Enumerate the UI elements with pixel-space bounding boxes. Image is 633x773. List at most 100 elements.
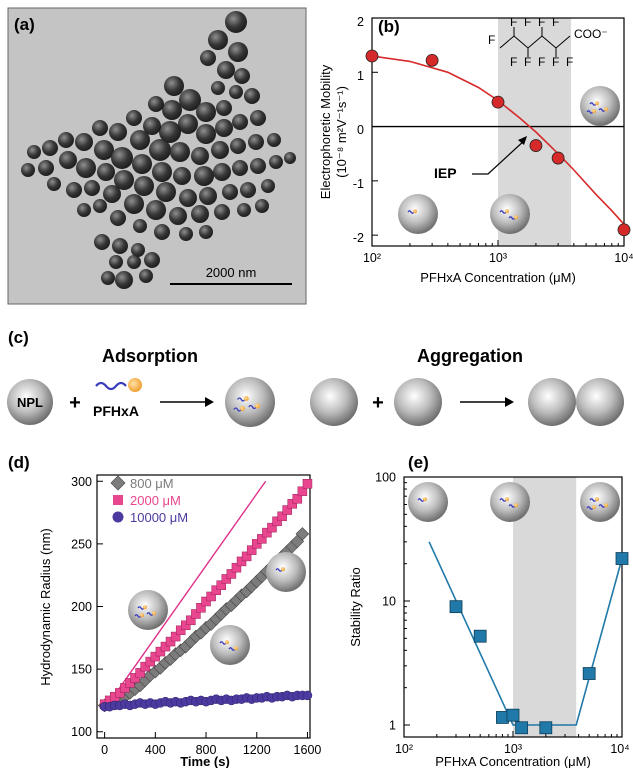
tem-particle — [213, 163, 231, 181]
tem-particle — [132, 154, 152, 174]
tem-particle — [230, 138, 246, 154]
sphere-icon-e-1 — [408, 482, 448, 522]
tem-particle — [114, 170, 134, 190]
tem-particle — [38, 160, 54, 176]
pfhxa-chain — [499, 210, 507, 214]
pfhxa-head — [505, 497, 509, 502]
aggregate-sphere-1 — [528, 378, 576, 426]
tem-particle — [217, 61, 235, 79]
panel-c: (c) Adsorption Aggregation NPL + PFHxA + — [7, 328, 624, 427]
points-e — [449, 552, 629, 735]
sphere-agg-1 — [310, 378, 358, 426]
pfhxa-head — [505, 209, 509, 214]
data-point-e — [582, 667, 596, 680]
pfhxa-chain — [134, 614, 142, 618]
tem-particle — [179, 189, 197, 207]
data-point-d-2000 — [140, 661, 150, 672]
data-point-d-2000 — [231, 562, 242, 573]
tick-d-y-3: 250 — [71, 537, 92, 551]
tem-particle — [191, 147, 209, 165]
arrowhead-1 — [205, 397, 214, 407]
pfhxa-head — [152, 611, 156, 616]
tick-d-x-0: 0 — [101, 743, 108, 757]
pfhxa-head-icon — [128, 378, 142, 392]
tem-particle — [93, 199, 107, 213]
panel-label-d: (d) — [8, 453, 30, 472]
data-point-d-2000 — [160, 641, 171, 652]
data-point-b — [365, 49, 379, 63]
data-point-d-2000 — [186, 615, 196, 626]
pfhxa-head — [281, 567, 285, 572]
tick-d-x-4: 1600 — [294, 743, 322, 757]
tem-particle — [228, 42, 248, 62]
sphere-icon-e-2 — [490, 482, 530, 522]
tem-particle — [178, 114, 198, 134]
data-point-d-2000 — [150, 651, 161, 662]
plus-2: + — [372, 392, 384, 414]
tem-particle — [144, 252, 160, 268]
legend-label-2000: 2000 μM — [130, 493, 181, 508]
x-axis-label-d: Time (s) — [180, 754, 230, 768]
points-d — [97, 479, 313, 713]
tick-d-x-1: 400 — [145, 743, 166, 757]
sphere-body — [210, 625, 250, 665]
data-point-e — [615, 552, 629, 565]
tem-particle — [170, 142, 190, 162]
pfhxa-head — [595, 497, 599, 502]
y-axis-label-d: Hydrodynamic Radius (nm) — [38, 528, 53, 686]
sphere-body — [408, 482, 448, 522]
fit-line-d — [104, 480, 267, 710]
tem-particle — [66, 182, 82, 198]
pfhxa-chain — [146, 612, 154, 616]
scale-bar-label: 2000 nm — [206, 265, 257, 280]
x-axis-label-e: PFHxA Concentration (μM) — [435, 754, 591, 768]
data-point-d-2000 — [292, 494, 303, 504]
tem-particle — [133, 219, 147, 233]
pfhxa-head — [255, 403, 260, 409]
iep-arrow — [472, 139, 526, 175]
tem-particle — [103, 185, 121, 203]
data-point-d-2000 — [181, 620, 191, 631]
tem-particle — [59, 151, 77, 169]
tem-particle — [164, 76, 184, 96]
data-point-d-2000 — [155, 646, 166, 657]
tick-e-y-2: 100 — [375, 471, 396, 485]
tem-particle — [154, 224, 170, 240]
tick-b-y-2: 0 — [357, 123, 364, 137]
tick-e-y-1: 10 — [382, 594, 396, 608]
legend-marker-800 — [110, 475, 126, 491]
pfhxa-head — [140, 613, 144, 618]
data-point-e — [539, 721, 553, 735]
pfhxa-chain — [236, 397, 246, 402]
sphere-icon-b-mid — [490, 194, 530, 234]
data-point-d-2000 — [165, 636, 176, 647]
data-point-d-2000 — [191, 609, 201, 619]
legend-marker-2000 — [113, 495, 123, 505]
sphere-body — [580, 86, 620, 126]
pfhxa-tail — [95, 381, 127, 391]
panel-label-b: (b) — [378, 17, 400, 36]
pfhxa-chain — [499, 498, 507, 502]
tem-particle — [232, 160, 248, 176]
data-point-b — [491, 95, 505, 109]
legend-label-800: 800 μM — [130, 476, 174, 491]
sphere-body — [490, 194, 530, 234]
sphere-icon-e-3 — [580, 482, 620, 522]
data-point-d-2000 — [216, 580, 226, 590]
pfhxa-head — [234, 646, 238, 651]
tem-particle — [261, 179, 275, 193]
data-point-b — [551, 151, 565, 165]
tem-particle — [152, 162, 172, 182]
tem-particle — [101, 271, 115, 285]
pfhxa-head — [514, 215, 518, 220]
pfhxa-head — [413, 209, 417, 214]
y-axis-label-b-2: (10⁻⁸ m²V⁻¹s⁻¹) — [334, 86, 349, 178]
tem-particle — [97, 163, 115, 181]
tem-particle — [148, 96, 164, 112]
tem-particle — [214, 204, 230, 220]
panel-b: 10² 10³ 10⁴ -2 -1 0 1 2 PFHxA Concentrat… — [318, 15, 633, 285]
pfhxa-chain — [508, 216, 516, 220]
tem-particle — [162, 100, 182, 120]
data-point-b — [617, 223, 631, 237]
points-b — [365, 49, 631, 237]
